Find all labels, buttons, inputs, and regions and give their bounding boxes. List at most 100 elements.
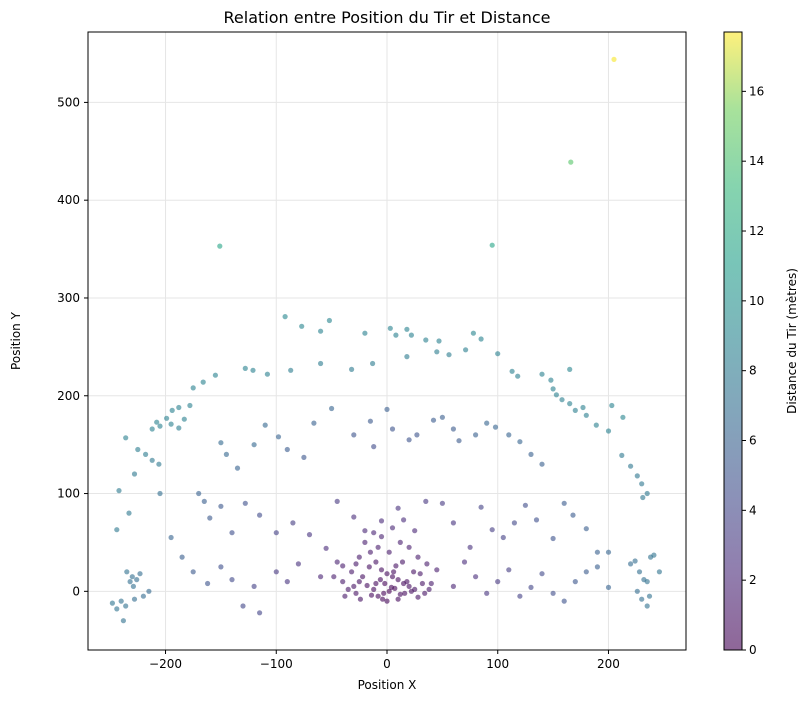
data-point bbox=[114, 606, 120, 612]
data-point bbox=[428, 580, 434, 587]
data-point bbox=[356, 554, 362, 560]
data-point bbox=[168, 421, 174, 427]
data-point bbox=[349, 366, 355, 372]
data-point bbox=[130, 583, 136, 590]
data-point bbox=[120, 618, 126, 624]
data-point bbox=[176, 425, 182, 431]
data-point bbox=[345, 586, 351, 593]
data-point bbox=[411, 569, 417, 575]
data-point bbox=[609, 402, 615, 409]
data-point bbox=[605, 584, 612, 591]
colorbar-tick-label: 2 bbox=[749, 573, 757, 587]
x-tick-label: −100 bbox=[260, 657, 293, 671]
data-point bbox=[273, 569, 279, 575]
data-point bbox=[611, 56, 617, 63]
data-point bbox=[329, 405, 335, 412]
data-point bbox=[539, 461, 545, 467]
x-axis-label: Position X bbox=[358, 678, 417, 692]
colorbar-tick-label: 16 bbox=[749, 84, 764, 98]
data-point bbox=[387, 325, 393, 331]
data-point bbox=[644, 490, 650, 497]
data-point bbox=[384, 406, 390, 412]
data-point bbox=[489, 527, 495, 533]
data-point bbox=[632, 558, 638, 564]
data-point bbox=[381, 590, 387, 596]
data-point bbox=[640, 494, 646, 501]
data-point bbox=[517, 439, 523, 445]
data-point bbox=[116, 488, 122, 494]
data-point bbox=[207, 515, 213, 521]
data-point bbox=[644, 579, 650, 585]
data-point bbox=[284, 579, 290, 585]
data-point bbox=[334, 559, 340, 565]
data-point bbox=[123, 603, 129, 609]
data-point bbox=[450, 520, 456, 526]
data-point bbox=[368, 592, 375, 598]
data-point bbox=[434, 349, 440, 355]
data-point bbox=[380, 596, 386, 602]
data-point bbox=[223, 451, 229, 457]
data-point bbox=[528, 451, 534, 457]
x-tick-label: 100 bbox=[486, 657, 509, 671]
data-point bbox=[605, 428, 612, 434]
data-point bbox=[169, 407, 175, 413]
data-point bbox=[200, 379, 206, 385]
data-point bbox=[415, 554, 421, 560]
data-point bbox=[389, 574, 396, 580]
data-point bbox=[533, 517, 540, 523]
data-point bbox=[461, 559, 468, 565]
data-point bbox=[218, 503, 224, 509]
data-point bbox=[218, 440, 224, 446]
data-point bbox=[522, 502, 529, 508]
data-point bbox=[351, 432, 357, 438]
data-point bbox=[318, 328, 324, 334]
data-point bbox=[506, 432, 512, 438]
data-point bbox=[181, 416, 187, 422]
data-point bbox=[404, 354, 410, 360]
data-point bbox=[371, 530, 377, 536]
data-point bbox=[123, 435, 129, 441]
data-point bbox=[395, 577, 401, 583]
data-point bbox=[360, 574, 366, 580]
data-point bbox=[593, 422, 599, 428]
data-point bbox=[567, 401, 573, 407]
data-point bbox=[434, 567, 440, 573]
data-point bbox=[168, 534, 174, 541]
x-tick-label: −200 bbox=[149, 657, 182, 671]
data-point bbox=[620, 414, 626, 420]
data-point bbox=[628, 561, 634, 567]
data-point bbox=[583, 412, 589, 418]
y-axis-label: Position Y bbox=[9, 311, 23, 370]
data-point bbox=[384, 598, 390, 604]
data-point bbox=[515, 373, 521, 379]
data-point bbox=[331, 574, 337, 580]
data-point bbox=[408, 332, 414, 338]
data-point bbox=[306, 532, 313, 538]
data-point bbox=[257, 610, 263, 616]
scatter-points bbox=[109, 56, 663, 624]
data-point bbox=[506, 567, 512, 573]
data-point bbox=[528, 584, 534, 591]
data-point bbox=[404, 579, 410, 585]
data-point bbox=[393, 332, 399, 338]
data-point bbox=[377, 577, 383, 583]
data-point bbox=[275, 434, 282, 440]
data-point bbox=[473, 432, 479, 438]
data-point bbox=[636, 569, 643, 575]
data-point bbox=[414, 432, 420, 438]
data-point bbox=[190, 569, 196, 575]
data-point bbox=[334, 498, 340, 504]
data-point bbox=[371, 586, 377, 593]
data-point bbox=[156, 461, 162, 467]
data-point bbox=[176, 404, 182, 411]
data-point bbox=[393, 563, 399, 569]
data-point bbox=[450, 583, 456, 590]
data-point bbox=[242, 500, 248, 506]
data-point bbox=[389, 426, 396, 432]
data-point bbox=[124, 569, 130, 575]
colorbar-label: Distance du Tir (mètres) bbox=[785, 268, 799, 414]
data-point bbox=[539, 571, 545, 577]
data-point bbox=[367, 549, 373, 555]
data-point bbox=[364, 582, 370, 589]
data-point bbox=[318, 360, 324, 367]
